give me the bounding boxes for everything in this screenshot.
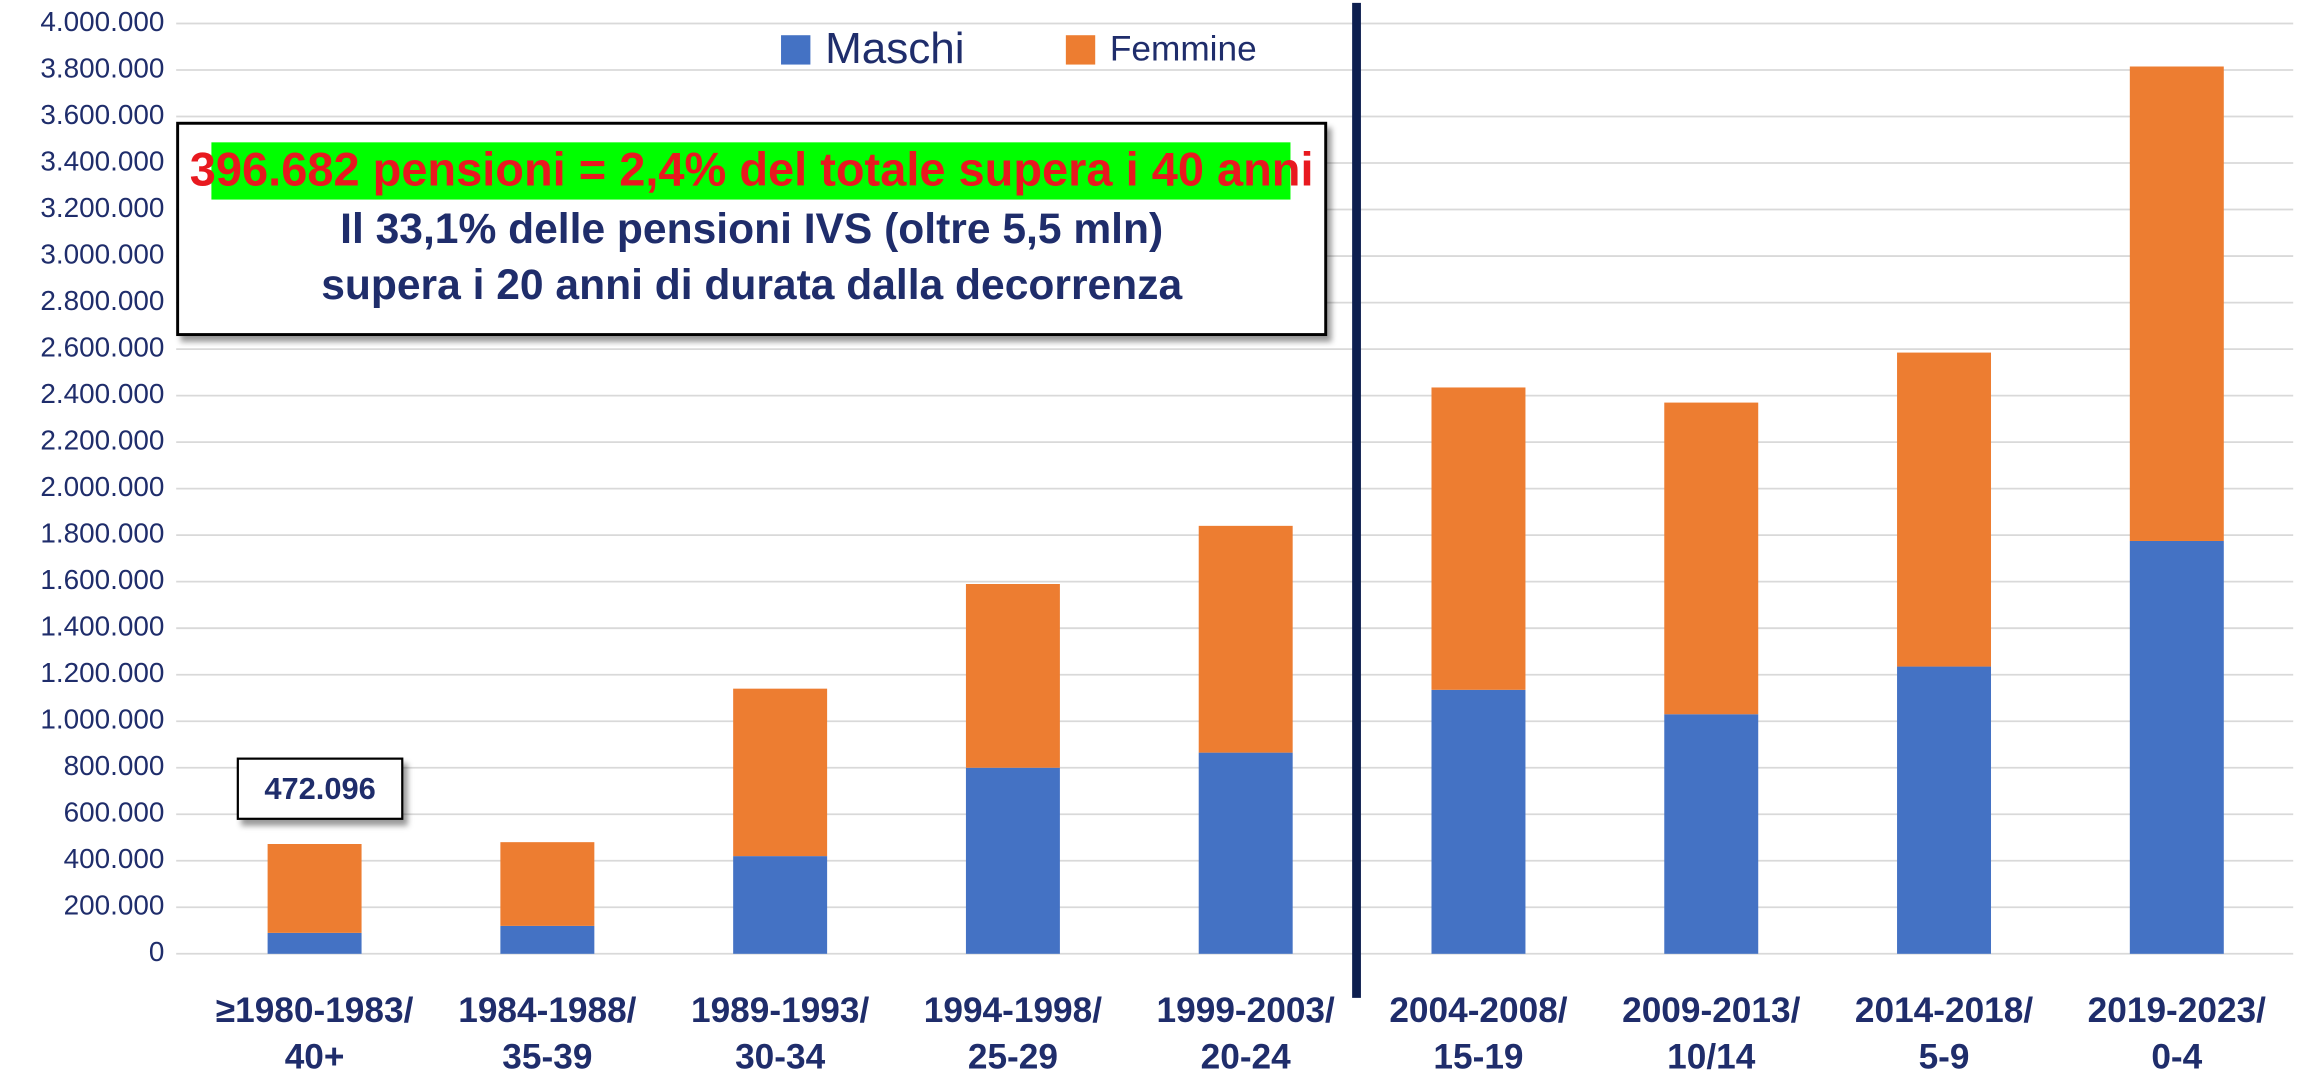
x-tick-label: 1984-1988/: [458, 991, 636, 1030]
bar-segment: [267, 844, 362, 933]
y-tick-label: 3.400.000: [40, 145, 164, 176]
bar-segment: [1431, 689, 1526, 954]
y-tick-label: 2.600.000: [40, 331, 164, 362]
bar-segment: [965, 767, 1060, 954]
bar-segment: [2129, 540, 2224, 954]
annotation: 396.682 pensioni = 2,4% del totale super…: [190, 143, 1314, 196]
y-tick-label: 3.800.000: [40, 52, 164, 83]
y-tick-label: 4.000.000: [40, 6, 164, 37]
bar-segment: [500, 842, 595, 926]
legend-label: Maschi: [825, 24, 964, 73]
y-tick-label: 0: [149, 936, 165, 967]
y-tick-label: 1.400.000: [40, 611, 164, 642]
bar-segment: [1664, 402, 1759, 715]
highlight: [211, 142, 1291, 200]
y-tick-label: 3.200.000: [40, 192, 164, 223]
legend-swatch: [1065, 35, 1096, 65]
bar-segment: [965, 583, 1060, 768]
x-tick-label: 40+: [285, 1038, 345, 1077]
x-tick-label: ≥1980-1983/: [216, 991, 414, 1030]
y-tick-label: 2.400.000: [40, 378, 164, 409]
y-tick-label: 200.000: [64, 890, 165, 921]
bar-segment: [2129, 66, 2224, 541]
x-tick-label: 10/14: [1667, 1038, 1756, 1077]
y-tick-label: 600.000: [64, 797, 165, 828]
x-tick-label: 1994-1998/: [924, 991, 1102, 1030]
y-tick-label: 1.200.000: [40, 657, 164, 688]
x-tick-label: 2004-2008/: [1389, 991, 1567, 1030]
x-tick-label: 1989-1993/: [691, 991, 869, 1030]
y-tick-label: 1.000.000: [40, 704, 164, 735]
x-tick-label: 2009-2013/: [1622, 991, 1800, 1030]
y-tick-label: 1.600.000: [40, 564, 164, 595]
y-tick-label: 400.000: [64, 843, 165, 874]
y-tick-label: 2.800.000: [40, 285, 164, 316]
bar-segment: [1198, 525, 1293, 753]
bar-segment: [1198, 752, 1293, 954]
x-tick-label: 25-29: [968, 1038, 1058, 1077]
legend-swatch: [781, 35, 811, 65]
x-tick-label: 0-4: [2151, 1038, 2202, 1077]
bar-segment: [1431, 387, 1526, 690]
annotation: supera i 20 anni di durata dalla decorre…: [321, 261, 1182, 309]
y-tick-label: 2.000.000: [40, 471, 164, 502]
x-tick-label: 15-19: [1433, 1038, 1523, 1077]
y-tick-label: 2.200.000: [40, 424, 164, 455]
bar-segment: [1664, 714, 1759, 954]
bar-segment: [500, 925, 595, 954]
x-tick-label: 2014-2018/: [1855, 991, 2033, 1030]
bar-segment: [733, 688, 828, 857]
x-tick-label: 5-9: [1919, 1038, 1970, 1077]
x-tick-label: 35-39: [502, 1038, 592, 1077]
annotation: Il 33,1% delle pensioni IVS (oltre 5,5 m…: [340, 205, 1163, 253]
x-tick-label: 2019-2023/: [2088, 991, 2266, 1030]
total-label: 472.096: [264, 771, 375, 806]
y-tick-label: 3.600.000: [40, 99, 164, 130]
total-label-box: [236, 757, 404, 820]
bar-segment: [1897, 352, 1992, 667]
x-tick-label: 1999-2003/: [1157, 991, 1335, 1030]
y-tick-label: 3.000.000: [40, 238, 164, 269]
bar-segment: [733, 856, 828, 954]
bar-segment: [1897, 666, 1992, 954]
y-tick-label: 1.800.000: [40, 518, 164, 549]
bar-segment: [267, 932, 362, 954]
y-tick-label: 800.000: [64, 750, 165, 781]
x-tick-label: 30-34: [735, 1038, 826, 1077]
x-tick-label: 20-24: [1201, 1038, 1292, 1077]
legend-label: Femmine: [1110, 30, 1257, 69]
